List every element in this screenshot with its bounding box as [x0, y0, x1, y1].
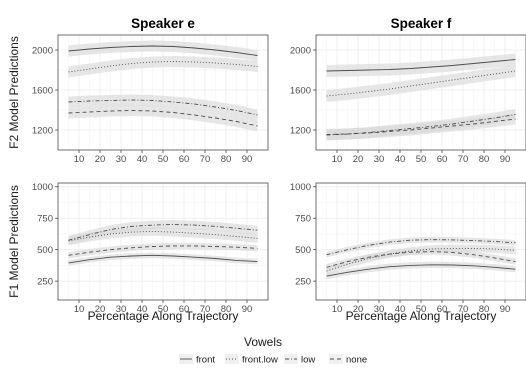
x-tick-label: 70 [458, 304, 469, 315]
y-axis-title-f2: F2 Model Predictions [7, 36, 21, 149]
legend-label: none [346, 354, 367, 365]
x-tick-label: 20 [353, 154, 364, 165]
panel-speaker-f-f2: 1200 1600 2000 10 20 30 40 50 60 70 80 90 [290, 34, 526, 165]
ribbon-front [68, 40, 258, 61]
x-tick-label: 40 [137, 304, 148, 315]
legend-item-low: low [284, 354, 315, 365]
legend-label: front [196, 354, 215, 365]
x-tick-label: 30 [116, 304, 127, 315]
y-tick-label: 2000 [290, 45, 311, 56]
x-tick-label: 20 [353, 304, 364, 315]
y-tick-label: 500 [295, 245, 311, 256]
y-tick-label: 1000 [32, 182, 53, 193]
x-tick-label: 40 [395, 304, 406, 315]
series-line-none [68, 110, 258, 127]
x-tick-label: 60 [437, 304, 448, 315]
series-line-low [68, 224, 258, 241]
x-tick-label: 50 [416, 154, 427, 165]
y-tick-label: 250 [37, 276, 53, 287]
panel-title-speaker-e: Speaker e [131, 16, 195, 31]
x-tick-label: 10 [332, 304, 343, 315]
y-tick-label: 500 [37, 245, 53, 256]
y-tick-label: 1600 [290, 85, 311, 96]
x-tick-label: 20 [95, 304, 106, 315]
x-axis-title: Percentage Along Trajectory [346, 309, 497, 323]
x-tick-label: 50 [158, 154, 169, 165]
x-tick-label: 90 [500, 304, 511, 315]
legend-item-none: none [329, 354, 367, 365]
x-tick-label: 30 [116, 154, 127, 165]
x-tick-label: 90 [242, 154, 253, 165]
x-tick-label: 70 [458, 154, 469, 165]
series-layer [68, 40, 258, 132]
panel-speaker-e-f2: 1200 1600 2000 10 20 30 40 50 60 70 80 90 [32, 34, 269, 165]
series-line-none [68, 245, 258, 256]
x-tick-label: 10 [74, 304, 85, 315]
legend-item-front: front [179, 354, 215, 365]
x-tick-label: 50 [416, 304, 427, 315]
x-tick-label: 30 [374, 304, 385, 315]
series-layer [68, 220, 258, 266]
legend-label: low [301, 354, 315, 365]
legend-key-background [329, 354, 343, 364]
x-tick-label: 80 [479, 154, 490, 165]
legend: Vowels front front.low low none [179, 335, 367, 365]
x-tick-label: 90 [500, 154, 511, 165]
series-line-front [68, 254, 258, 264]
y-tick-label: 250 [295, 276, 311, 287]
x-tick-label: 40 [137, 154, 148, 165]
x-tick-label: 20 [95, 154, 106, 165]
ribbon-none [68, 105, 258, 132]
x-tick-label: 10 [332, 154, 343, 165]
series-layer [326, 53, 516, 141]
x-tick-label: 40 [395, 154, 406, 165]
series-line-front [326, 264, 516, 277]
x-tick-label: 50 [158, 304, 169, 315]
x-tick-label: 60 [437, 154, 448, 165]
legend-label: front.low [242, 354, 278, 365]
series-line-front-low [326, 247, 516, 272]
y-tick-label: 750 [37, 214, 53, 225]
y-axis-title-f1: F1 Model Predictions [7, 185, 21, 298]
x-tick-label: 80 [221, 154, 232, 165]
panel-title-speaker-f: Speaker f [391, 16, 452, 31]
series-line-front [326, 59, 516, 72]
ribbon-none [326, 113, 516, 140]
ribbon-low [68, 94, 258, 121]
legend-item-front-low: front.low [225, 354, 278, 365]
y-tick-label: 1200 [32, 125, 53, 136]
ribbon-low [326, 236, 516, 258]
x-tick-label: 60 [179, 304, 190, 315]
panel-speaker-e-f1: 250 500 750 1000 10 20 30 40 50 60 70 80 90 [32, 182, 269, 315]
y-tick-label: 2000 [32, 45, 53, 56]
y-tick-label: 1000 [290, 182, 311, 193]
x-tick-label: 30 [374, 154, 385, 165]
ribbon-front-low [68, 56, 258, 78]
x-tick-label: 80 [479, 304, 490, 315]
y-tick-label: 1600 [32, 85, 53, 96]
x-tick-label: 10 [74, 154, 85, 165]
x-tick-label: 60 [179, 154, 190, 165]
y-tick-label: 750 [295, 214, 311, 225]
ribbon-front [326, 53, 516, 77]
legend-title: Vowels [244, 335, 282, 349]
series-layer [326, 236, 516, 280]
series-line-none [326, 118, 516, 135]
panel-speaker-f-f1: 250 500 750 1000 10 20 30 40 50 60 70 80 90 [290, 182, 526, 315]
x-tick-label: 70 [200, 154, 211, 165]
ribbon-front [68, 252, 258, 266]
x-tick-label: 90 [242, 304, 253, 315]
ribbon-front-low [326, 65, 516, 102]
x-axis-title: Percentage Along Trajectory [88, 309, 239, 323]
x-tick-label: 80 [221, 304, 232, 315]
ribbon-low [68, 220, 258, 245]
x-tick-label: 70 [200, 304, 211, 315]
y-tick-label: 1200 [290, 125, 311, 136]
series-line-front [68, 45, 258, 56]
